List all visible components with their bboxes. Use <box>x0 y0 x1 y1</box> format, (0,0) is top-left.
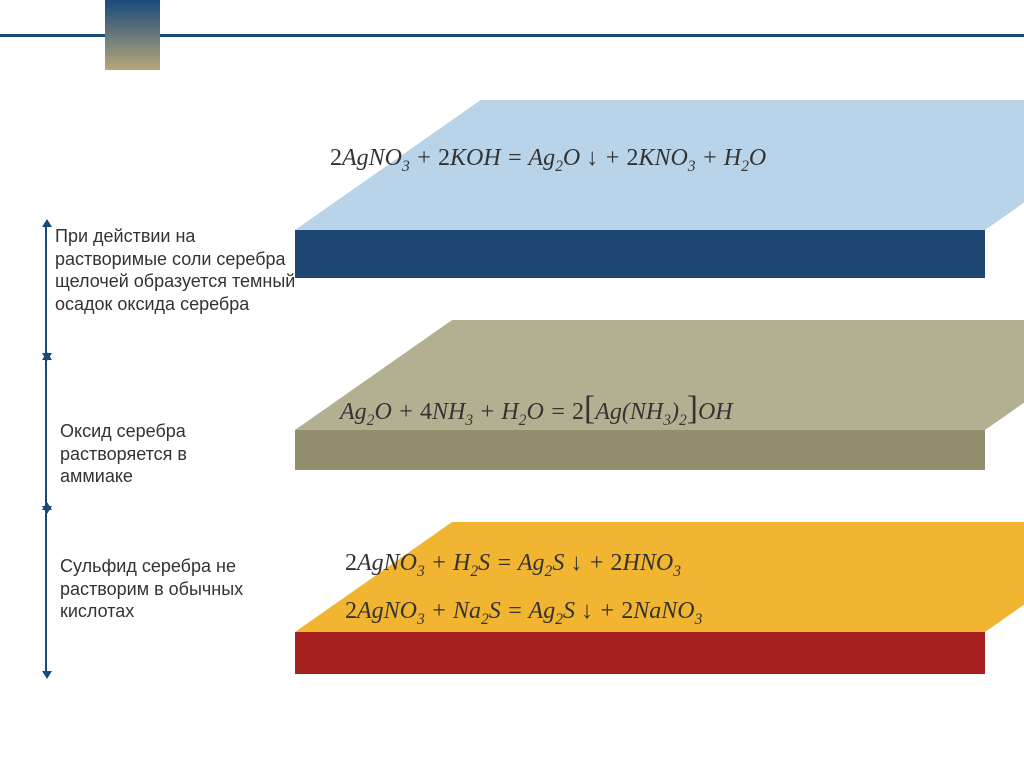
label-2: Оксид серебра растворяется в аммиаке <box>60 420 260 488</box>
slab-2-front <box>295 430 985 470</box>
formula-2: Ag2O + 4NH3 + H2O = 2[Ag(NH3)2]OH <box>340 390 733 430</box>
bracket-3 <box>45 508 47 673</box>
formula-3b: 2AgNO3 + Na2S = Ag2S ↓ + 2NaNO3 <box>345 598 702 629</box>
slab-3-front <box>295 632 985 674</box>
formula-3a: 2AgNO3 + H2S = Ag2S ↓ + 2HNO3 <box>345 550 681 581</box>
bracket-1 <box>45 225 47 355</box>
slab-1 <box>295 100 985 278</box>
slab-1-front <box>295 230 985 278</box>
accent-bar <box>105 0 160 70</box>
bracket-2 <box>45 358 47 508</box>
formula-1: 2AgNO3 + 2KOH = Ag2O ↓ + 2KNO3 + H2O <box>330 145 766 176</box>
label-1: При действии на растворимые соли серебра… <box>55 225 300 315</box>
label-3: Сульфид серебра не растворим в обычных к… <box>60 555 270 623</box>
